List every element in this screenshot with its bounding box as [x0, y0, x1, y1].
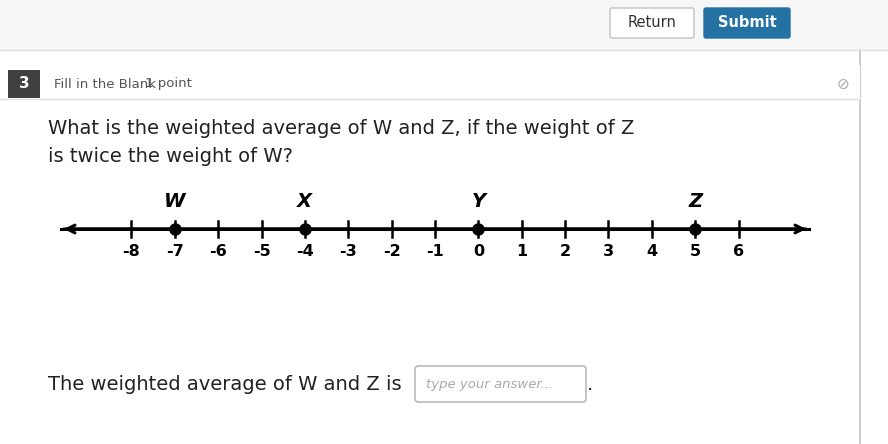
Text: is twice the weight of W?: is twice the weight of W?: [48, 147, 293, 166]
Text: 1 point: 1 point: [145, 78, 192, 91]
Text: -3: -3: [339, 244, 357, 259]
Text: Y: Y: [472, 192, 486, 211]
Text: 1: 1: [516, 244, 527, 259]
FancyBboxPatch shape: [0, 65, 860, 99]
Text: -7: -7: [166, 244, 184, 259]
Text: -2: -2: [383, 244, 400, 259]
Text: 3: 3: [603, 244, 614, 259]
Text: -4: -4: [296, 244, 313, 259]
Text: -1: -1: [426, 244, 444, 259]
Text: 2: 2: [559, 244, 571, 259]
Text: -6: -6: [210, 244, 227, 259]
Text: type your answer...: type your answer...: [426, 377, 553, 391]
Text: Return: Return: [628, 16, 677, 31]
FancyBboxPatch shape: [0, 0, 888, 50]
FancyBboxPatch shape: [610, 8, 694, 38]
FancyBboxPatch shape: [704, 8, 790, 38]
Text: .: .: [587, 374, 593, 393]
Text: 0: 0: [472, 244, 484, 259]
FancyBboxPatch shape: [415, 366, 586, 402]
Text: What is the weighted average of W and Z, if the weight of Z: What is the weighted average of W and Z,…: [48, 119, 634, 139]
Text: 6: 6: [733, 244, 744, 259]
Text: ⊘: ⊘: [836, 76, 850, 91]
Text: W: W: [164, 192, 186, 211]
Text: 5: 5: [690, 244, 701, 259]
Text: 3: 3: [19, 76, 29, 91]
Text: 4: 4: [646, 244, 657, 259]
Text: Submit: Submit: [718, 16, 776, 31]
Text: -8: -8: [123, 244, 140, 259]
Text: Z: Z: [688, 192, 702, 211]
Text: The weighted average of W and Z is: The weighted average of W and Z is: [48, 374, 401, 393]
Text: Fill in the Blank: Fill in the Blank: [54, 78, 156, 91]
Text: -5: -5: [252, 244, 270, 259]
Text: X: X: [297, 192, 313, 211]
FancyBboxPatch shape: [8, 70, 40, 98]
